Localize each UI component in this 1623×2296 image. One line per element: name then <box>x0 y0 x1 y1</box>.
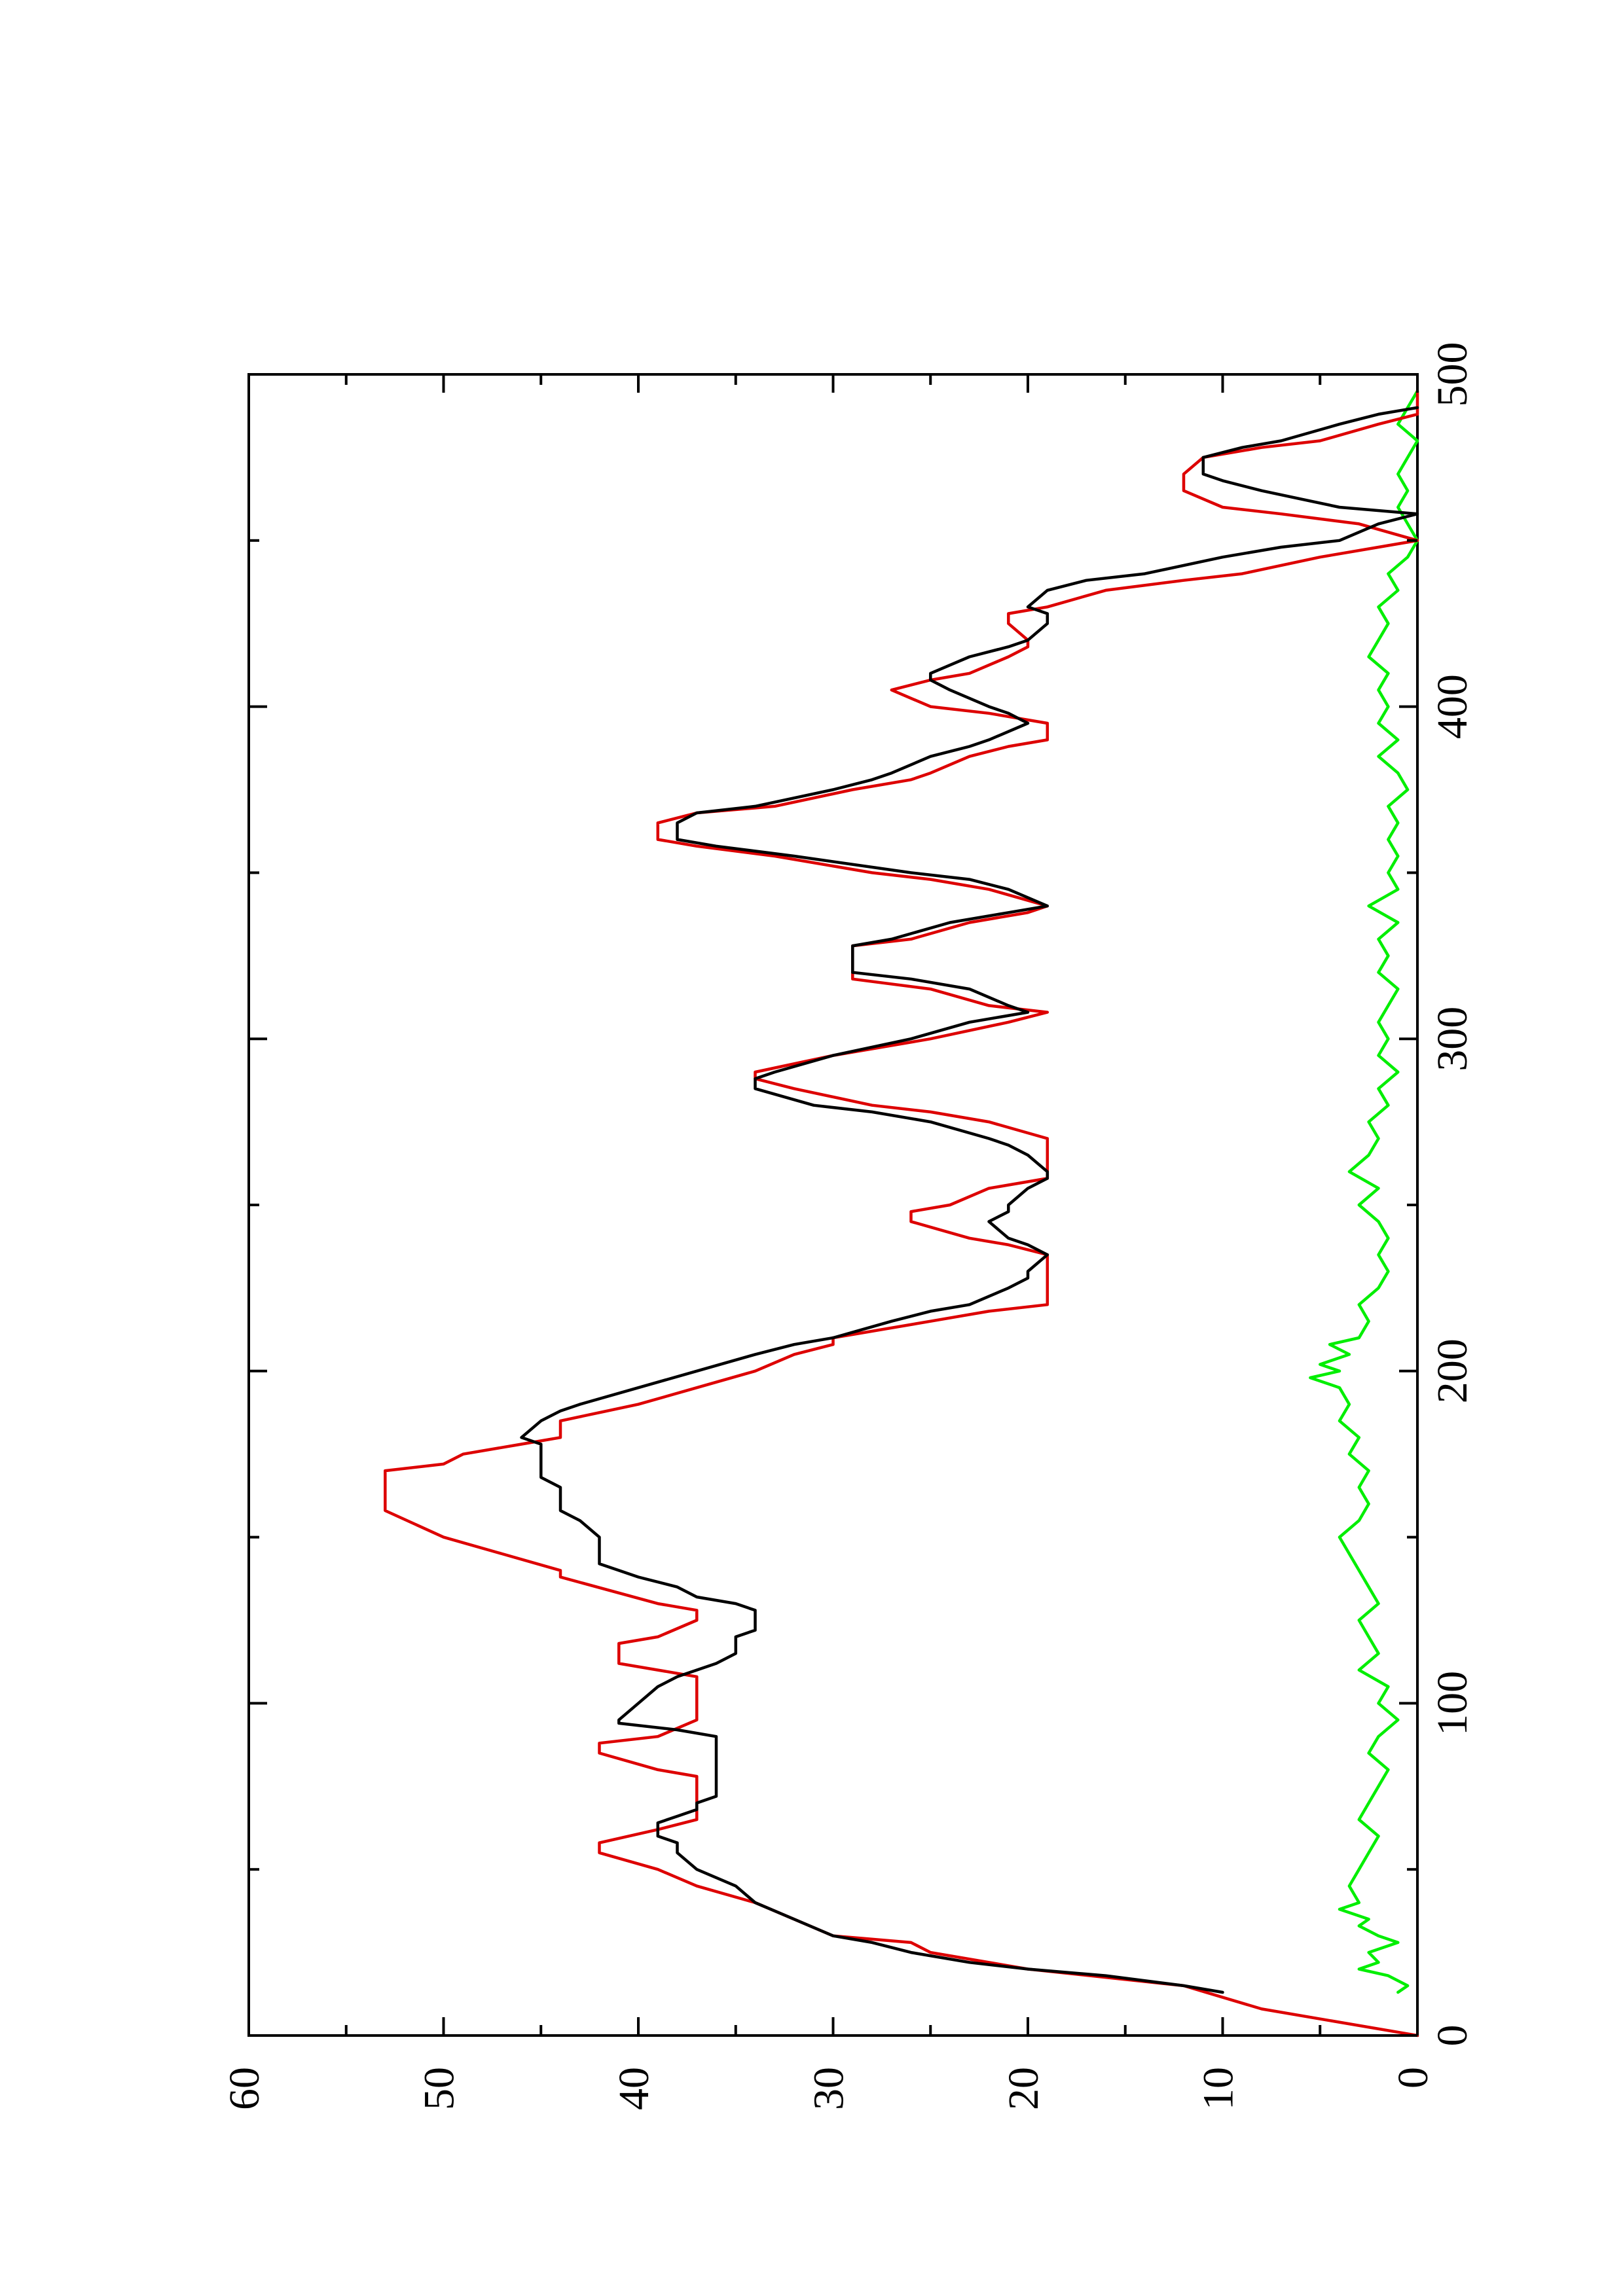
x-tick-label: 300 <box>1429 1007 1476 1071</box>
red-series-line <box>384 389 1419 2037</box>
x-tick-label: 0 <box>1429 2025 1476 2047</box>
y-tick-label: 50 <box>416 2067 464 2110</box>
x-tick-label: 500 <box>1429 342 1476 407</box>
plot-area: 0 100 200 300 400 500 0 10 20 30 40 50 60 <box>221 342 1476 2111</box>
series-layer <box>384 389 1419 2037</box>
y-tick-label: 10 <box>1195 2067 1243 2110</box>
y-tick-label: 40 <box>610 2067 658 2110</box>
x-axis: 0 100 200 300 400 500 <box>249 342 1476 2047</box>
black-series-line <box>520 406 1419 1994</box>
x-tick-label: 400 <box>1429 674 1476 739</box>
y-axis: 0 10 20 30 40 50 60 <box>221 374 1437 2110</box>
x-tick-label: 100 <box>1429 1671 1476 1736</box>
y-tick-label: 0 <box>1389 2067 1437 2089</box>
green-series-line <box>1309 389 1419 1994</box>
y-tick-label: 30 <box>805 2067 853 2110</box>
y-tick-label: 20 <box>1000 2067 1048 2110</box>
plot-frame <box>247 373 1419 2037</box>
y-tick-label: 60 <box>221 2067 268 2110</box>
x-tick-label: 200 <box>1429 1338 1476 1403</box>
